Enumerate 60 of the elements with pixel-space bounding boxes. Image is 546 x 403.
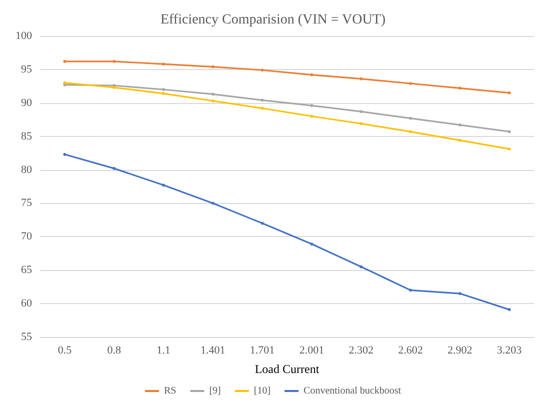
point: [211, 92, 214, 96]
x-tick-label: 1.401: [200, 344, 226, 356]
y-tick-label: 100: [16, 30, 32, 42]
line-series: [63, 60, 511, 94]
x-tick-label: 2.001: [299, 344, 324, 356]
point: [458, 86, 462, 90]
point: [409, 288, 412, 292]
legend-label: RS: [164, 386, 176, 396]
point: [211, 65, 214, 68]
x-tick-label: 3.203: [496, 344, 522, 356]
y-tick-label: 80: [21, 164, 32, 176]
point: [409, 130, 412, 134]
point: [508, 91, 511, 94]
y-tick-label: 75: [21, 197, 32, 210]
point: [360, 110, 363, 114]
point: [112, 60, 116, 63]
point: [63, 152, 66, 156]
point: [211, 99, 214, 102]
y-tick-label: 60: [21, 298, 32, 310]
point: [508, 308, 511, 312]
point: [310, 104, 314, 108]
y-tick-label: 70: [21, 230, 32, 243]
point: [508, 148, 511, 151]
point: [260, 222, 264, 225]
point: [112, 166, 116, 170]
x-axis-title: Load Current: [254, 362, 320, 376]
point: [162, 184, 165, 187]
point: [360, 265, 363, 268]
point: [310, 114, 314, 118]
y-tick-label: 95: [21, 63, 32, 76]
point: [360, 77, 363, 80]
point: [310, 242, 314, 246]
point: [360, 122, 363, 126]
x-tick-label: 2.902: [448, 344, 472, 356]
line-series: [63, 81, 511, 151]
line-series: [63, 152, 511, 312]
legend-label: [10]: [254, 386, 271, 396]
x-tick-label: 0.5: [58, 344, 72, 356]
y-tick-label: 55: [21, 331, 32, 343]
point: [458, 138, 462, 142]
x-tick-label: 1.1: [156, 344, 170, 356]
y-tick-label: 85: [21, 130, 32, 142]
x-tick-label: 2.602: [398, 344, 423, 356]
point: [211, 202, 214, 205]
chart-title: Efficiency Comparision (VIN = VOUT): [160, 12, 386, 28]
point: [162, 62, 165, 66]
point: [260, 68, 264, 72]
y-tick-label: 65: [21, 264, 32, 276]
y-tick-label: 90: [21, 96, 32, 109]
x-tick-label: 2.302: [348, 344, 374, 356]
point: [310, 73, 314, 76]
x-tick-label: 1.701: [250, 344, 275, 356]
point: [508, 130, 511, 134]
legend-label: Conventional buckboost: [304, 386, 402, 396]
point: [260, 98, 264, 102]
x-tick-label: 0.8: [107, 344, 122, 356]
point: [260, 106, 264, 110]
point: [63, 60, 66, 63]
legend-label: [9]: [209, 386, 221, 396]
point: [409, 116, 412, 120]
